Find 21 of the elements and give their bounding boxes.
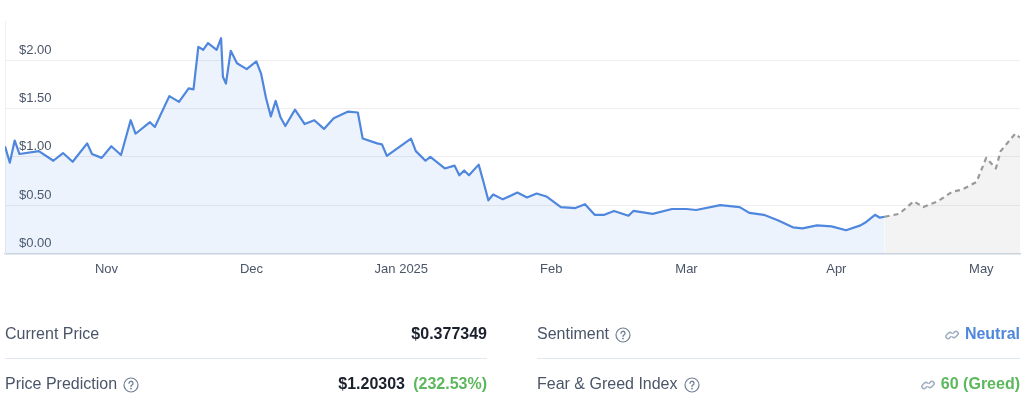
y-tick-label: $0.50 — [19, 186, 52, 202]
x-tick-label: Apr — [826, 260, 848, 276]
x-tick-label: May — [969, 260, 995, 276]
y-tick-label: $0.00 — [19, 234, 52, 250]
text: $0.377349 — [411, 324, 487, 344]
x-tick-label: Dec — [239, 260, 264, 276]
y-tick-label: $1.00 — [19, 138, 52, 154]
text: $1.20303 — [338, 374, 405, 394]
text: Neutral — [964, 324, 1020, 344]
text: 60 (Greed) — [940, 374, 1020, 394]
x-tick-label: Nov — [94, 260, 119, 276]
text: Fear & Greed Index — [537, 374, 678, 394]
text: Price Prediction — [5, 374, 118, 394]
x-tick-label: Mar — [675, 260, 699, 276]
text: Sentiment — [537, 324, 610, 344]
text: Current Price — [5, 324, 100, 344]
x-tick-label: Jan 2025 — [374, 260, 429, 276]
y-tick-label: $1.50 — [19, 90, 52, 106]
text: (232.53%) — [413, 374, 487, 394]
y-tick-label: $2.00 — [19, 41, 52, 57]
x-tick-label: Feb — [539, 260, 563, 276]
